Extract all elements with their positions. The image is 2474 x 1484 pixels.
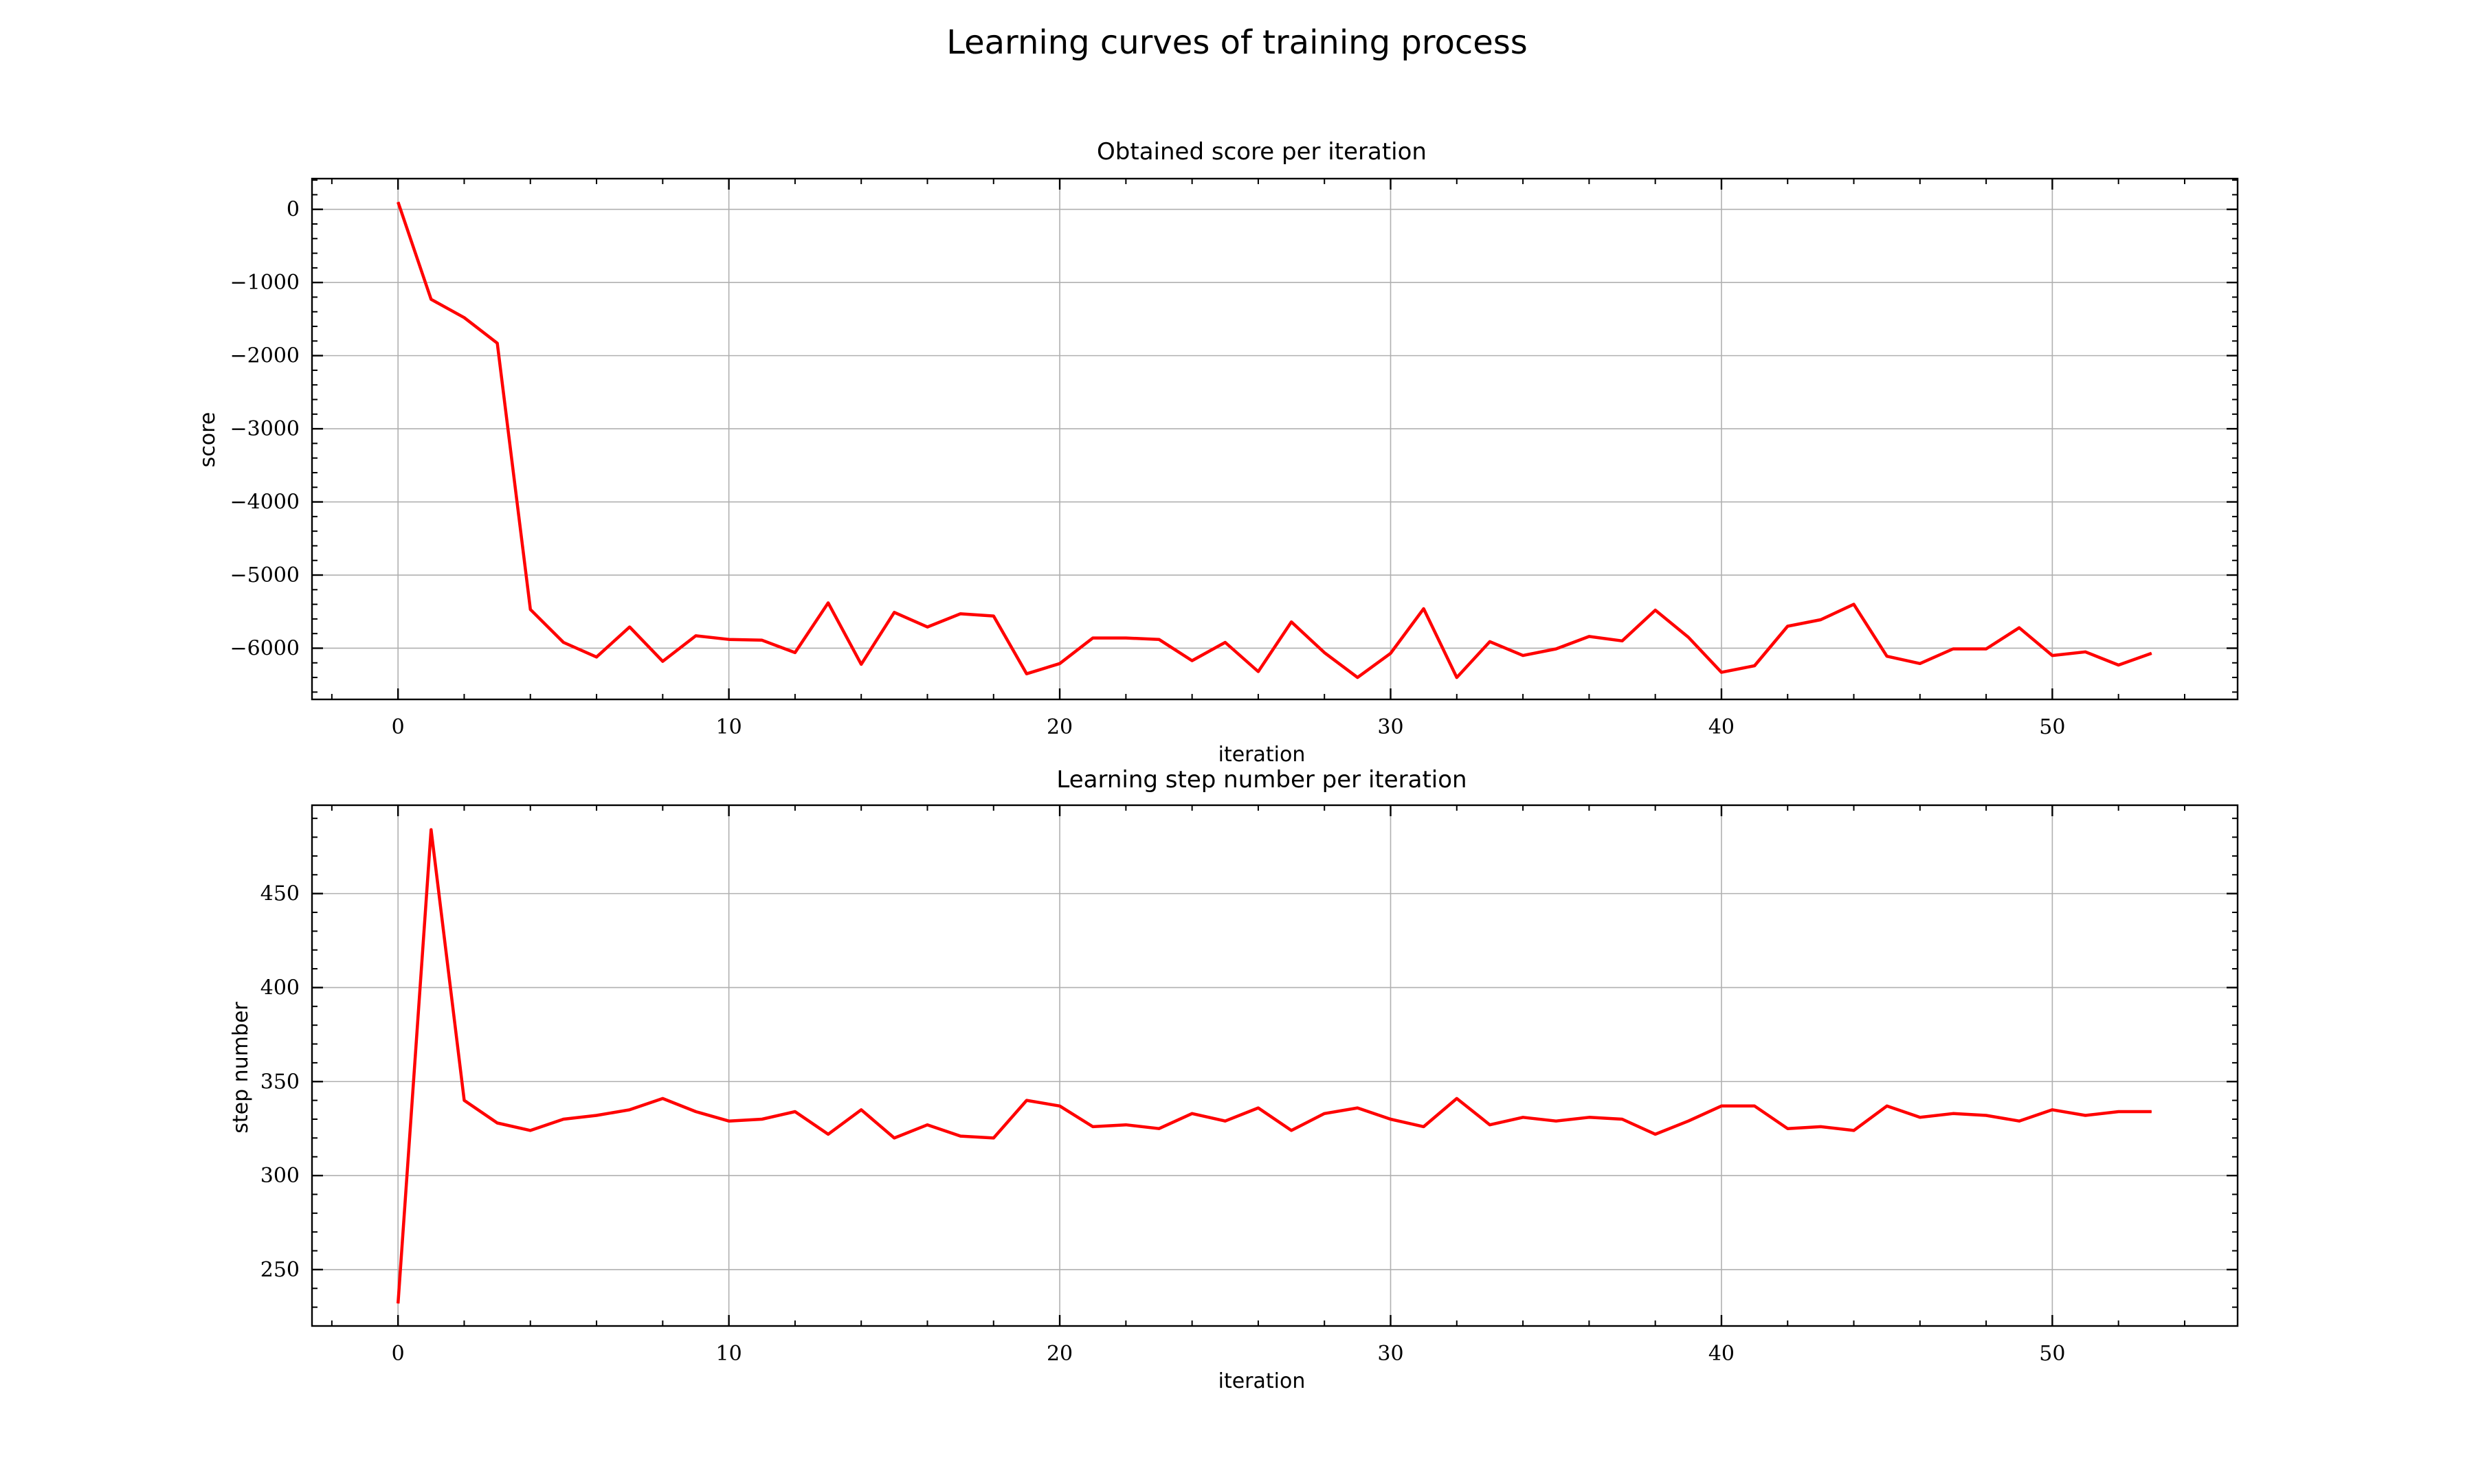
step-point-32 <box>1456 1098 1458 1099</box>
step-point-5 <box>563 1118 564 1120</box>
step-point-11 <box>761 1118 763 1120</box>
score-ytick-label: −4000 <box>230 491 300 515</box>
step-point-31 <box>1423 1126 1425 1127</box>
step-ytick-label: 400 <box>260 976 300 1000</box>
step-point-0 <box>397 1303 399 1304</box>
score-xtick-label: 40 <box>1708 715 1735 739</box>
score-point-39 <box>1688 637 1689 638</box>
score-point-50 <box>2051 655 2053 656</box>
step-point-37 <box>1622 1118 1623 1120</box>
score-point-44 <box>1853 604 1855 605</box>
step-xtick-label: 30 <box>1377 1342 1403 1366</box>
score-point-31 <box>1423 608 1425 609</box>
score-point-49 <box>2018 627 2020 629</box>
step-point-4 <box>530 1129 531 1131</box>
score-xtick-label: 50 <box>2039 715 2065 739</box>
score-point-28 <box>1324 652 1325 653</box>
step-point-27 <box>1291 1129 1292 1131</box>
score-point-10 <box>728 639 730 640</box>
step-point-30 <box>1390 1118 1392 1120</box>
step-series-line <box>396 828 2152 1304</box>
score-plot-ylabel: score <box>196 412 220 468</box>
step-point-2 <box>463 1100 465 1101</box>
step-xtick-label: 50 <box>2039 1342 2065 1366</box>
step-ytick-label: 450 <box>260 882 300 906</box>
step-point-48 <box>1985 1115 1987 1116</box>
score-point-42 <box>1787 626 1788 627</box>
step-plot-ylabel: step number <box>229 1002 253 1134</box>
score-plot-xlabel: iteration <box>1218 743 1306 767</box>
step-axes-frame <box>311 804 2239 1327</box>
score-point-46 <box>1919 663 1921 664</box>
step-point-45 <box>1886 1105 1888 1107</box>
step-plot-xlabel: iteration <box>1218 1369 1306 1393</box>
score-ytick-label: −6000 <box>230 636 300 660</box>
score-point-51 <box>2085 651 2086 653</box>
score-point-32 <box>1456 677 1458 678</box>
score-ytick-label: −1000 <box>230 271 300 295</box>
step-plot-title: Learning step number per iteration <box>1056 766 1467 794</box>
score-point-36 <box>1588 636 1590 637</box>
step-plot: Learning step number per iteration itera… <box>229 766 2239 1393</box>
step-point-1 <box>430 829 432 831</box>
step-point-42 <box>1787 1128 1788 1129</box>
score-point-52 <box>2118 664 2119 666</box>
score-point-8 <box>662 661 663 662</box>
step-point-41 <box>1754 1105 1755 1107</box>
step-point-44 <box>1853 1129 1855 1131</box>
step-point-34 <box>1522 1116 1524 1118</box>
step-point-28 <box>1324 1113 1325 1114</box>
step-point-46 <box>1919 1116 1921 1118</box>
score-point-38 <box>1655 609 1656 611</box>
step-point-51 <box>2085 1115 2086 1116</box>
step-ytick-label: 300 <box>260 1164 300 1188</box>
score-ytick-label: −3000 <box>230 417 300 441</box>
step-xtick-label: 10 <box>716 1342 742 1366</box>
score-series-line <box>397 201 2152 679</box>
score-point-33 <box>1489 641 1491 642</box>
score-plot: Obtained score per iteration iteration s… <box>196 138 2239 767</box>
step-ytick-label: 350 <box>260 1070 300 1094</box>
score-ytick-label: 0 <box>287 198 300 222</box>
figure-suptitle: Learning curves of training process <box>946 23 1528 62</box>
score-point-37 <box>1622 640 1623 642</box>
step-xtick-label: 0 <box>392 1342 405 1366</box>
score-point-43 <box>1820 619 1821 620</box>
score-ytick-label: −5000 <box>230 563 300 587</box>
score-point-19 <box>1026 673 1027 675</box>
step-point-43 <box>1820 1126 1821 1127</box>
score-point-45 <box>1886 655 1888 657</box>
score-axes-frame <box>311 177 2239 701</box>
score-point-3 <box>497 343 498 344</box>
step-point-8 <box>662 1098 663 1099</box>
step-point-19 <box>1026 1100 1027 1101</box>
score-point-4 <box>530 609 531 610</box>
score-point-2 <box>463 317 465 318</box>
score-xtick-label: 30 <box>1377 715 1403 739</box>
score-point-0 <box>397 201 399 203</box>
step-point-47 <box>1952 1113 1954 1114</box>
step-xtick-label: 20 <box>1047 1342 1073 1366</box>
step-ytick-label: 250 <box>260 1258 300 1282</box>
score-xtick-label: 0 <box>392 715 405 739</box>
score-plot-title: Obtained score per iteration <box>1097 138 1427 166</box>
score-xtick-label: 10 <box>716 715 742 739</box>
score-point-34 <box>1522 655 1524 656</box>
score-point-15 <box>893 611 895 613</box>
score-ytick-label: −2000 <box>230 344 300 368</box>
step-xtick-label: 40 <box>1708 1342 1735 1366</box>
score-xtick-label: 20 <box>1047 715 1073 739</box>
score-point-12 <box>794 652 796 653</box>
step-point-36 <box>1588 1116 1590 1118</box>
score-point-29 <box>1357 677 1358 678</box>
score-point-1 <box>430 299 432 300</box>
